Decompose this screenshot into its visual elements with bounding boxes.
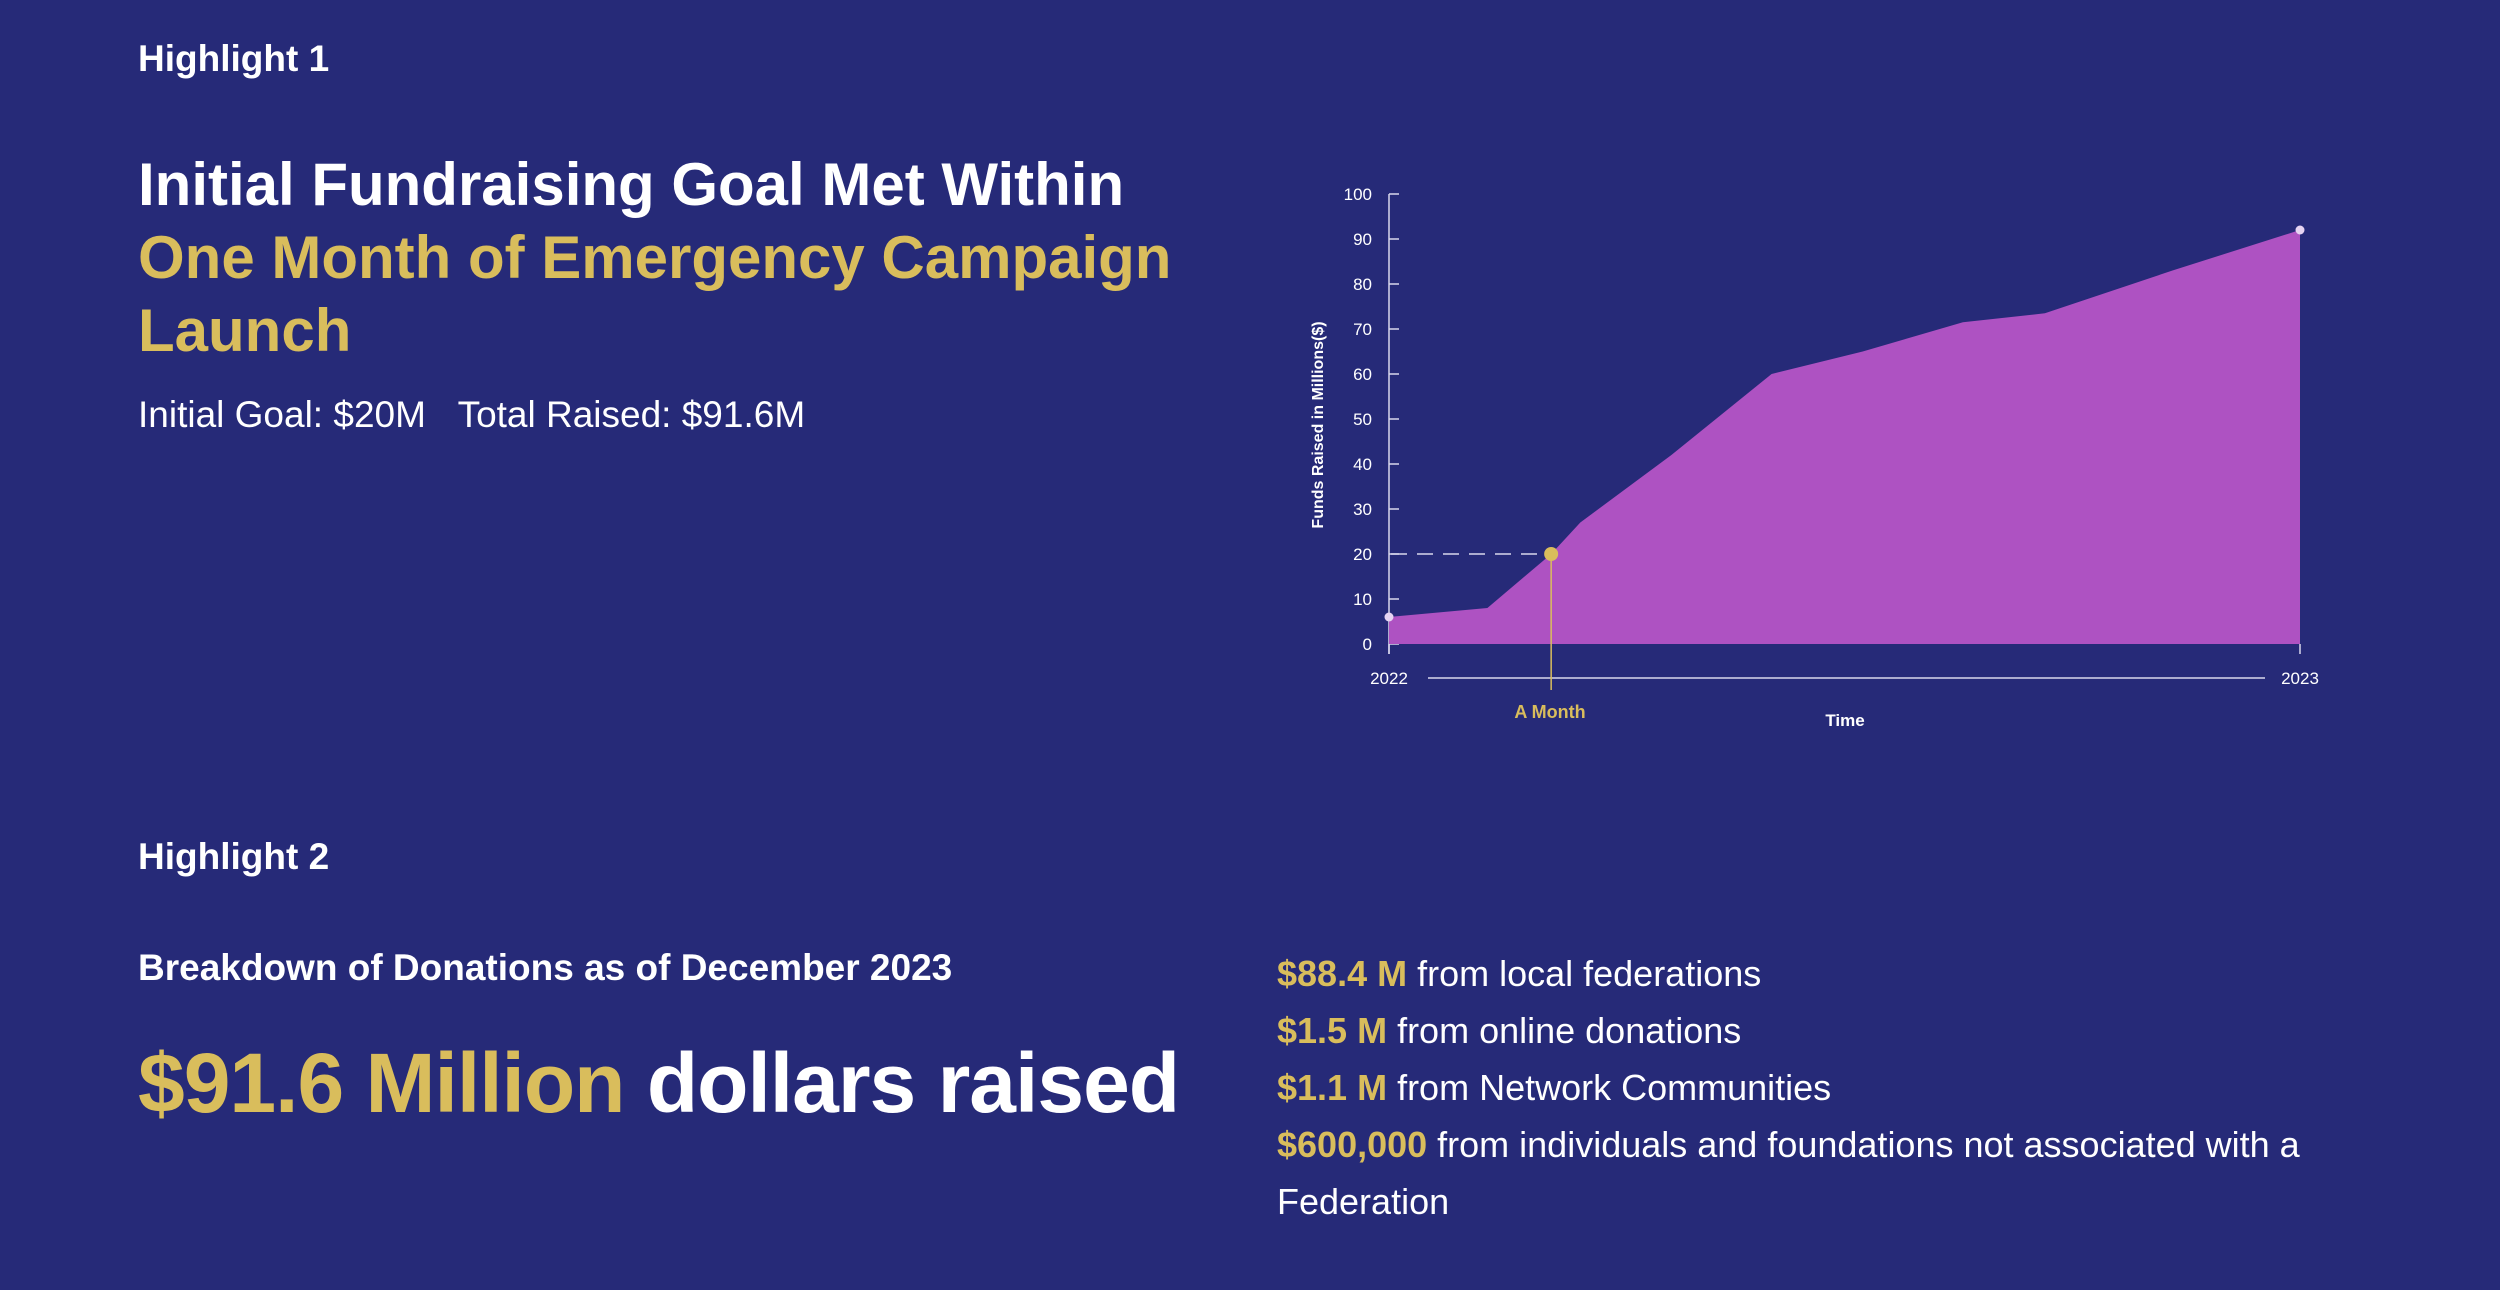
breakdown-amount: $88.4 M [1277, 953, 1408, 994]
headline-gold-line-1: One Month of Emergency Campaign [138, 224, 1172, 291]
breakdown-amount: $1.5 M [1277, 1010, 1388, 1051]
goal-met-point [1544, 547, 1559, 561]
highlight-2-label: Highlight 2 [138, 836, 330, 877]
chart-axes: 0 10 20 30 40 50 60 70 80 90 100 [1344, 185, 2301, 679]
breakdown-text: from Network Communities [1397, 1067, 1832, 1108]
y-tick-label: 0 [1363, 635, 1372, 654]
breakdown-text: from local federations [1417, 953, 1762, 994]
headline-white-line: Initial Fundraising Goal Met Within [138, 151, 1125, 218]
highlight-1-label: Highlight 1 [138, 38, 330, 79]
headline-gold-line-2: Launch [138, 297, 352, 364]
x-end-tick-label: 2023 [2281, 669, 2319, 688]
y-axis-label: Funds Raised in Millions($) [1310, 321, 1327, 528]
total-raised-headline: $91.6 Million dollars raised [138, 1035, 1180, 1132]
breakdown-text: from individuals and foundations not ass… [1277, 1124, 2300, 1222]
chart-annotation-layer [1391, 547, 1559, 690]
total-raised-suffix: dollars raised [646, 1036, 1180, 1130]
annotation-label: A Month [1514, 702, 1585, 722]
y-tick-label: 100 [1344, 185, 1372, 204]
initial-goal-text: Initial Goal: $20M [138, 394, 426, 435]
series-area [1389, 230, 2300, 644]
x-start-tick-label: 2022 [1370, 669, 1408, 688]
y-tick-label: 40 [1353, 455, 1372, 474]
y-tick-label: 50 [1353, 410, 1372, 429]
chart-area-layer [1384, 225, 2305, 644]
goal-summary: Initial Goal: $20M Total Raised: $91.6M [138, 394, 827, 436]
breakdown-text: from online donations [1397, 1010, 1742, 1051]
total-raised-text: Total Raised: $91.6M [457, 394, 806, 435]
start-point [1384, 612, 1394, 622]
y-tick-label: 90 [1353, 230, 1372, 249]
y-tick-label: 60 [1353, 365, 1372, 384]
end-point [2295, 225, 2305, 235]
y-tick-label: 20 [1353, 545, 1372, 564]
total-raised-amount: $91.6 Million [138, 1036, 625, 1130]
breakdown-item: $600,000 from individuals and foundations… [1277, 1116, 2377, 1230]
y-tick-label: 80 [1353, 275, 1372, 294]
y-tick-label: 10 [1353, 590, 1372, 609]
y-tick-label: 30 [1353, 500, 1372, 519]
breakdown-amount: $600,000 [1277, 1124, 1428, 1165]
breakdown-subtitle: Breakdown of Donations as of December 20… [138, 947, 953, 988]
breakdown-amount: $1.1 M [1277, 1067, 1388, 1108]
funds-raised-area-chart: 0 10 20 30 40 50 60 70 80 90 100 Funds Raised in M… [1310, 185, 2319, 730]
highlight-1-headline: Initial Fundraising Goal Met Within One … [138, 148, 1188, 367]
x-axis-label: Time [1825, 711, 1864, 730]
y-tick-label: 70 [1353, 320, 1372, 339]
